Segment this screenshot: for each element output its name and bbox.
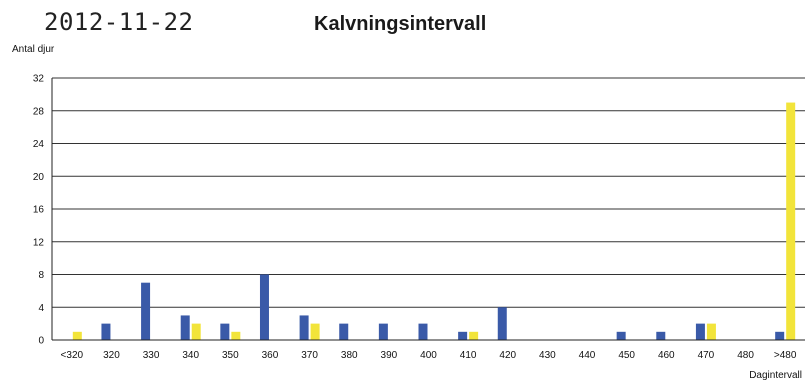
bar: [418, 323, 428, 340]
bar: [259, 274, 269, 340]
gridlines: [52, 77, 805, 308]
y-tick-label: 0: [38, 336, 44, 347]
bar: [141, 282, 151, 340]
bar: [180, 315, 190, 340]
bar: [299, 315, 309, 340]
bar: [72, 331, 82, 340]
x-tick-label: >480: [774, 350, 797, 361]
y-tick-label: 8: [38, 270, 44, 281]
x-tick-label: 320: [103, 350, 120, 361]
x-tick-label: <320: [61, 350, 84, 361]
bar: [339, 323, 349, 340]
bars: [72, 102, 796, 340]
y-tick-label: 32: [33, 74, 45, 85]
x-tick-label: 360: [262, 350, 279, 361]
x-tick-label: 390: [381, 350, 398, 361]
y-tick-labels: 0 4 8 12 16 20 24 28 32: [33, 74, 45, 347]
x-tick-label: 330: [143, 350, 160, 361]
bar: [775, 331, 785, 340]
x-tick-label: 410: [460, 350, 477, 361]
x-tick-label: 400: [420, 350, 437, 361]
bar: [191, 323, 201, 340]
x-axis-label: Dagintervall: [749, 370, 802, 381]
bar: [231, 331, 241, 340]
x-tick-label: 420: [499, 350, 516, 361]
y-tick-label: 4: [38, 303, 44, 314]
bar: [310, 323, 320, 340]
bar: [469, 331, 479, 340]
bar: [458, 331, 468, 340]
y-tick-label: 16: [33, 205, 45, 216]
bar: [616, 331, 626, 340]
bar: [695, 323, 705, 340]
x-tick-label: 440: [579, 350, 596, 361]
y-tick-label: 28: [33, 106, 45, 117]
x-tick-label: 380: [341, 350, 358, 361]
bar: [378, 323, 388, 340]
x-tick-label: 350: [222, 350, 239, 361]
y-tick-label: 12: [33, 237, 45, 248]
x-tick-label: 480: [737, 350, 754, 361]
bar: [656, 331, 666, 340]
bar: [786, 102, 796, 340]
x-tick-label: 370: [301, 350, 318, 361]
y-tick-label: 24: [33, 139, 45, 150]
chart-title: Kalvningsintervall: [314, 13, 487, 35]
bar: [101, 323, 111, 340]
x-tick-label: 470: [698, 350, 715, 361]
y-axis-label: Antal djur: [12, 44, 55, 55]
x-tick-labels: <320 320 330 340 350 360 370 380 390 400 410 420 430…: [61, 350, 797, 361]
x-tick-label: 430: [539, 350, 556, 361]
bar: [220, 323, 230, 340]
x-tick-label: 450: [618, 350, 635, 361]
x-tick-label: 460: [658, 350, 675, 361]
x-tick-label: 340: [182, 350, 199, 361]
y-tick-label: 20: [33, 172, 45, 183]
report-date: 2012-11-22: [44, 8, 194, 36]
bar: [497, 307, 507, 340]
bar: [706, 323, 716, 340]
